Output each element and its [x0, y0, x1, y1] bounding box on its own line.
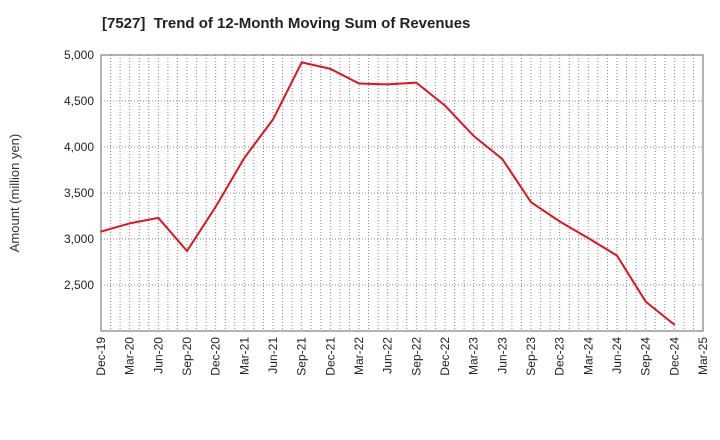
data-point	[300, 61, 303, 64]
x-tick-label: Dec-19	[94, 337, 108, 376]
x-tick-label: Dec-23	[553, 337, 567, 376]
chart-title: [7527] Trend of 12-Month Moving Sum of R…	[102, 15, 471, 32]
x-tick-label: Sep-24	[639, 337, 653, 376]
x-tick-label: Mar-25	[696, 337, 710, 375]
x-tick-label: Jun-20	[151, 337, 165, 374]
x-tick-label: Mar-20	[123, 337, 137, 375]
x-tick-label: Jun-24	[610, 337, 624, 374]
x-tick-label: Mar-21	[237, 337, 251, 375]
data-point	[100, 230, 102, 233]
data-point	[530, 201, 532, 203]
gridlines	[100, 54, 704, 331]
x-tick-label: Sep-22	[409, 337, 423, 376]
data-point	[644, 300, 647, 303]
x-tick-label: Mar-23	[467, 337, 481, 375]
data-point	[386, 83, 389, 86]
data-point	[157, 217, 160, 219]
y-tick-label: 3,500	[64, 186, 94, 200]
x-tick-label: Dec-24	[667, 337, 681, 376]
x-tick-label: Dec-20	[209, 337, 223, 376]
data-point	[472, 135, 475, 137]
data-point	[587, 237, 590, 239]
x-tick-label: Jun-22	[381, 337, 395, 374]
x-tick-label: Sep-20	[180, 337, 194, 376]
x-tick-label: Mar-24	[581, 337, 595, 375]
x-tick-label: Jun-23	[495, 337, 509, 374]
y-tick-label: 4,000	[64, 140, 94, 154]
data-point	[673, 323, 676, 326]
x-axis-ticks: Dec-19 Mar-20 Jun-20 Sep-20 Dec-20 Mar-21 Jun-…	[94, 337, 710, 376]
x-tick-label: Dec-21	[323, 337, 337, 376]
data-point	[329, 68, 332, 70]
data-point	[444, 104, 446, 107]
data-point	[358, 82, 360, 85]
x-tick-label: Sep-23	[524, 337, 538, 376]
y-tick-label: 5,000	[64, 48, 94, 62]
y-tick-label: 4,500	[64, 94, 94, 108]
data-point	[186, 250, 188, 252]
data-point	[558, 220, 561, 223]
x-tick-label: Sep-21	[295, 337, 309, 376]
data-point	[214, 206, 217, 208]
series-layer	[100, 61, 676, 326]
data-point	[616, 254, 618, 257]
x-tick-label: Mar-22	[352, 337, 366, 375]
y-tick-label: 2,500	[64, 278, 94, 292]
y-axis-ticks: 2,500 3,000 3,500 4,000 4,500 5,000	[64, 48, 94, 292]
data-point	[128, 222, 131, 225]
data-point	[415, 81, 418, 84]
data-point	[501, 158, 504, 160]
data-point	[272, 118, 274, 121]
x-tick-label: Dec-22	[438, 337, 452, 376]
x-tick-label: Jun-21	[266, 337, 280, 374]
plot-area	[100, 54, 704, 332]
data-point	[243, 157, 246, 159]
y-axis-title: Amount (million yen)	[7, 134, 22, 253]
y-tick-label: 3,000	[64, 232, 94, 246]
